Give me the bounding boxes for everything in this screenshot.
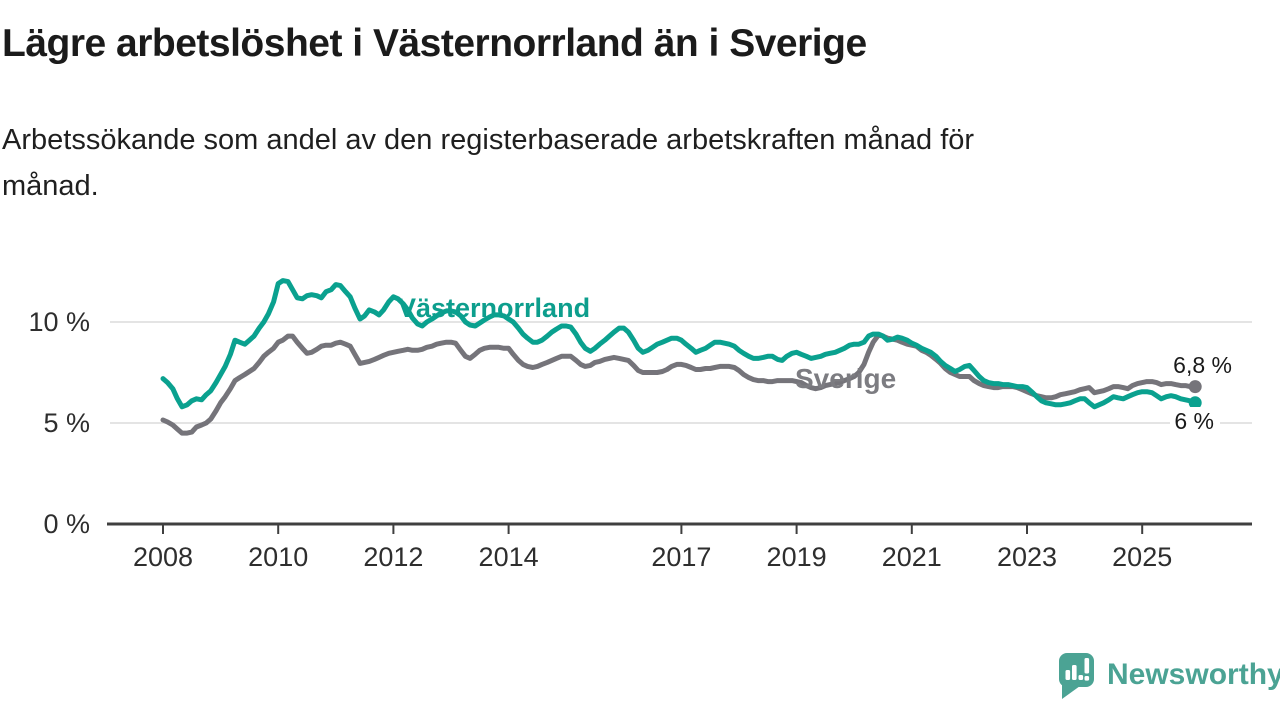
x-axis-tick-label-2025: 2025 [1112,542,1172,572]
end-value-label-vasternorrland: 6 % [1174,408,1214,434]
x-axis-tick-label-2014: 2014 [479,542,539,572]
y-axis-tick-label-10: 10 % [28,307,90,337]
newsworthy-wordmark: Newsworthy [1107,658,1280,691]
line-sverige [160,332,1198,436]
bar-chart-exclamation-glyph [1065,658,1090,681]
y-axis-tick-label-0: 0 % [43,509,90,539]
x-axis-tick-label-2023: 2023 [997,542,1057,572]
x-axis-tick-label-2021: 2021 [882,542,942,572]
series-label-vasternorrland: Västernorrland [398,293,590,323]
newsworthy-logo: Newsworthy [1059,653,1280,699]
x-axis-tick-label-2010: 2010 [248,542,308,572]
end-value-label-sverige: 6,8 % [1173,352,1232,378]
end-dot-västernorrland [1188,396,1202,410]
chart-plot-layer: 2008 2010 2012 2014 2017 2019 2021 2023 2025 0 % 5… [28,278,1252,572]
newsworthy-logo-icon [1059,653,1094,699]
x-axis-tick-label-2012: 2012 [363,542,423,572]
end-label-halo [1170,407,1220,432]
page-title: Lägre arbetslöshet i Västernorrland än i… [2,22,867,65]
series-label-sverige: Sverige [795,363,896,394]
line-västernorrland [160,278,1198,410]
chart-subtitle: Arbetssökande som andel av den registerb… [2,117,1202,209]
y-axis-tick-label-5: 5 % [43,408,90,438]
x-axis-tick-label-2019: 2019 [767,542,827,572]
subtitle-line-1: Arbetssökande som andel av den registerb… [2,124,975,156]
x-axis-tick-label-2017: 2017 [651,542,711,572]
branding-footer: Newsworthy [1040,645,1280,705]
subtitle-line-2: månad. [2,170,99,202]
end-dot-sverige [1188,380,1202,394]
x-axis-tick-label-2008: 2008 [133,542,193,572]
